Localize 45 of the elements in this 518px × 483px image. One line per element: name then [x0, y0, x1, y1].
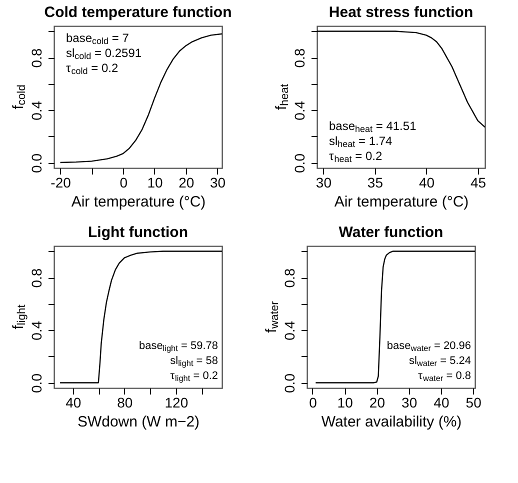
x-tick-label: 35 — [367, 174, 384, 190]
line-series — [315, 250, 475, 384]
x-axis-title: Air temperature (°C) — [334, 194, 469, 210]
y-tick-label: 0.8 — [28, 48, 44, 68]
y-axis-title: fcold — [10, 84, 28, 110]
x-tick-label: 30 — [316, 174, 332, 190]
x-tick-label: 20 — [369, 394, 386, 410]
x-axis-title: Air temperature (°C) — [71, 194, 206, 210]
y-tick-label: 0.8 — [282, 268, 298, 288]
x-tick-label: -20 — [50, 174, 72, 190]
x-axis-title: Water availability (%) — [321, 414, 462, 430]
x-tick-label: 10 — [147, 174, 163, 190]
y-tick-label: 0.0 — [292, 153, 308, 173]
y-tick-label: 0.4 — [28, 100, 44, 120]
x-tick-label: 40 — [418, 174, 435, 190]
y-tick-label: 0.8 — [292, 48, 308, 68]
chart-title: Heat stress function — [328, 4, 474, 21]
line-series — [60, 33, 222, 164]
y-tick-label: 0.4 — [28, 320, 44, 340]
y-tick-label: 0.4 — [292, 100, 308, 120]
y-tick-label: 0.4 — [282, 320, 298, 340]
y-axis-title: fheat — [273, 83, 291, 110]
x-tick-label: 30 — [402, 394, 418, 410]
y-tick-label: 0.0 — [28, 373, 44, 393]
x-tick-label: 50 — [466, 394, 482, 410]
y-tick-label: 0.8 — [28, 268, 44, 288]
x-axis-title: SWdown (W m−2) — [77, 414, 200, 430]
chart-title: Cold temperature function — [44, 4, 232, 21]
x-tick-label: 0 — [120, 174, 128, 190]
x-tick-label: 10 — [337, 394, 354, 410]
x-tick-label: 30 — [210, 174, 226, 190]
x-tick-label: 45 — [470, 174, 486, 190]
y-axis-title: fwater — [263, 300, 281, 333]
x-tick-label: 0 — [309, 394, 318, 410]
x-tick-label: 40 — [434, 394, 450, 410]
y-tick-label: 0.0 — [282, 373, 298, 393]
chart-title: Water function — [338, 224, 444, 241]
x-tick-label: 40 — [66, 394, 82, 410]
chart-title: Light function — [88, 224, 188, 241]
x-tick-label: 80 — [117, 394, 133, 410]
y-axis-title: flight — [10, 304, 28, 330]
y-tick-label: 0.0 — [28, 153, 44, 173]
x-tick-label: 20 — [178, 174, 194, 190]
x-tick-label: 120 — [164, 394, 188, 410]
line-series — [59, 250, 222, 384]
